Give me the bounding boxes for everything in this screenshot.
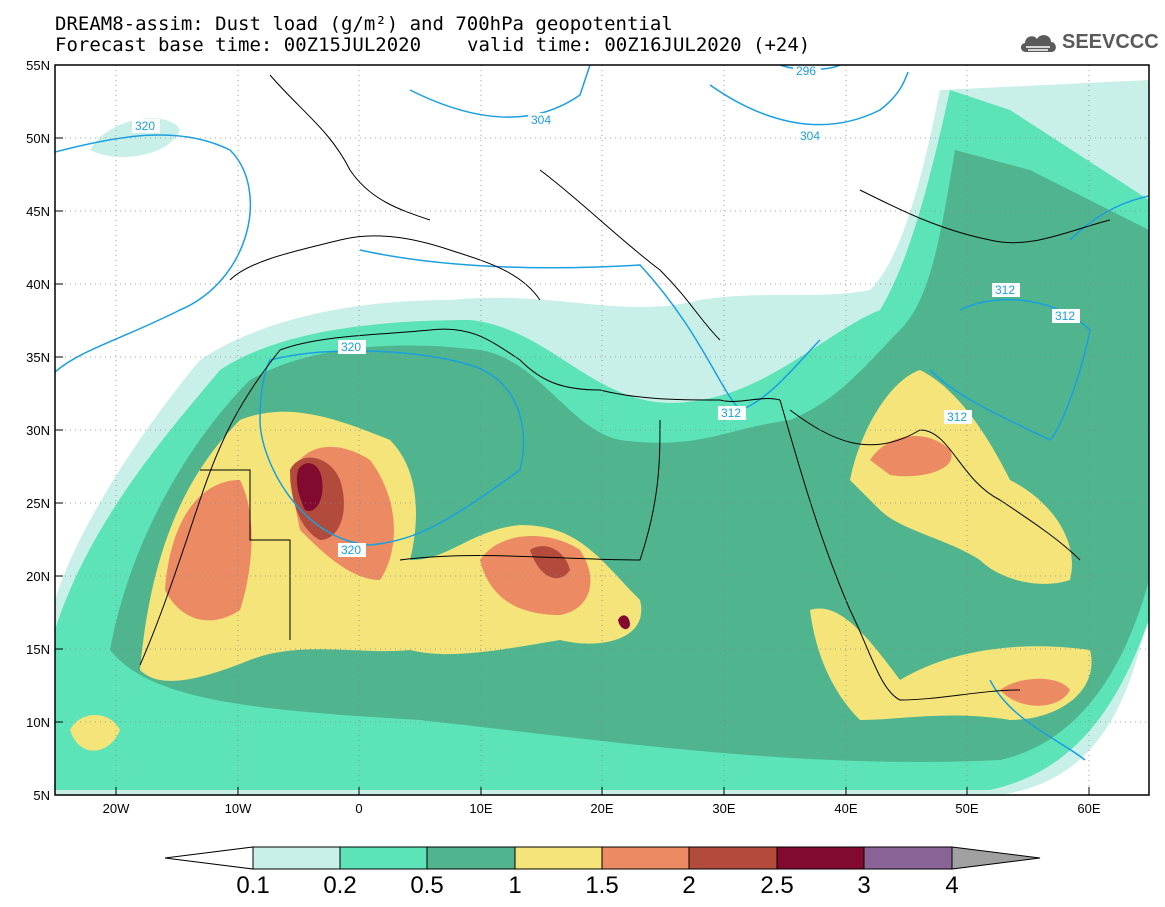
colorbar-label: 2.5 xyxy=(760,872,793,899)
lon-label: 30E xyxy=(712,801,735,816)
contour-label: 312 xyxy=(947,410,967,424)
map-subtitle: Forecast base time: 00Z15JUL2020 valid ti… xyxy=(55,35,810,55)
colorbar-cell xyxy=(601,846,690,870)
map-title: DREAM8-assim: Dust load (g/m²) and 700hP… xyxy=(55,13,673,35)
coastlines xyxy=(139,74,1111,701)
contour-label: 296 xyxy=(796,64,816,78)
seevccc-logo: SEEVCCC xyxy=(1018,26,1159,56)
lat-label: 15N xyxy=(26,642,50,657)
colorbar-cell xyxy=(776,846,865,870)
dust-band-1.5-arabia xyxy=(870,436,952,477)
colorbar-cell xyxy=(426,846,516,870)
colorbar-cell xyxy=(688,846,778,870)
colorbar-cell xyxy=(514,846,603,870)
lat-label: 35N xyxy=(26,350,50,365)
valid-time: valid time: 00Z16JUL2020 (+24) xyxy=(467,34,811,56)
dust-band-1.5-west xyxy=(165,480,252,621)
dust-band-1.5-somalia xyxy=(1000,678,1070,706)
dust-band-2.5 xyxy=(296,463,323,511)
lat-label: 30N xyxy=(26,423,50,438)
lat-label: 20N xyxy=(26,569,50,584)
lat-label: 25N xyxy=(26,496,50,511)
lon-label: 20W xyxy=(103,801,130,816)
logo-text: SEEVCCC xyxy=(1062,31,1159,53)
cloud-icon xyxy=(1020,35,1056,52)
dust-band-1-south xyxy=(70,715,120,751)
lat-labels: 55N 50N 45N 40N 35N 30N 25N 20N 15N 10N … xyxy=(26,58,50,803)
colorbar-label: 1 xyxy=(508,872,521,899)
dust-band-1-east xyxy=(850,370,1072,584)
colorbar-label: 0.5 xyxy=(410,872,443,899)
geopotential-contours xyxy=(55,65,1149,761)
lat-label: 55N xyxy=(26,58,50,73)
lon-label: 10W xyxy=(225,801,252,816)
colorbar-labels: 0.1 0.2 0.5 1 1.5 2 2.5 3 4 xyxy=(236,872,958,899)
colorbar xyxy=(164,846,1041,870)
contour-label: 320 xyxy=(135,119,155,133)
dust-band-2.5-chad xyxy=(618,615,630,630)
lat-label: 10N xyxy=(26,715,50,730)
contour-label: 304 xyxy=(800,129,820,143)
lon-label: 50E xyxy=(955,801,978,816)
contour-label: 304 xyxy=(531,113,551,127)
colorbar-cell xyxy=(252,846,341,870)
colorbar-cell xyxy=(863,846,953,870)
contour-label: 320 xyxy=(341,340,361,354)
colorbar-label: 4 xyxy=(945,872,958,899)
lat-label: 50N xyxy=(26,131,50,146)
colorbar-cell xyxy=(339,846,428,870)
graticule xyxy=(55,65,1149,795)
lon-label: 0 xyxy=(355,801,362,816)
lon-label: 10E xyxy=(469,801,492,816)
colorbar-label: 0.2 xyxy=(323,872,356,899)
colorbar-label: 2 xyxy=(682,872,695,899)
lon-label: 40E xyxy=(834,801,857,816)
contour-label: 320 xyxy=(341,543,361,557)
colorbar-label: 0.1 xyxy=(236,872,269,899)
lon-labels: 20W 10W 0 10E 20E 30E 40E 50E 60E xyxy=(103,801,1101,816)
base-time: Forecast base time: 00Z15JUL2020 xyxy=(55,34,422,56)
colorbar-label: 1.5 xyxy=(585,872,618,899)
dust-band-2-sudan xyxy=(530,546,570,579)
contour-label: 312 xyxy=(995,283,1015,297)
colorbar-low-arrow xyxy=(164,846,254,870)
tick-marks xyxy=(55,64,1090,796)
contour-label-group: 320 304 304 296 312 312 312 320 320 312 xyxy=(132,64,1080,557)
lon-label: 60E xyxy=(1077,801,1100,816)
colorbar-high-arrow xyxy=(951,846,1041,870)
contour-label: 312 xyxy=(721,406,741,420)
lat-label: 40N xyxy=(26,277,50,292)
lat-label: 5N xyxy=(33,788,50,803)
lon-label: 20E xyxy=(590,801,613,816)
colorbar-label: 3 xyxy=(857,872,870,899)
dust-layer xyxy=(55,65,1149,795)
lat-label: 45N xyxy=(26,204,50,219)
contour-label: 312 xyxy=(1055,309,1075,323)
